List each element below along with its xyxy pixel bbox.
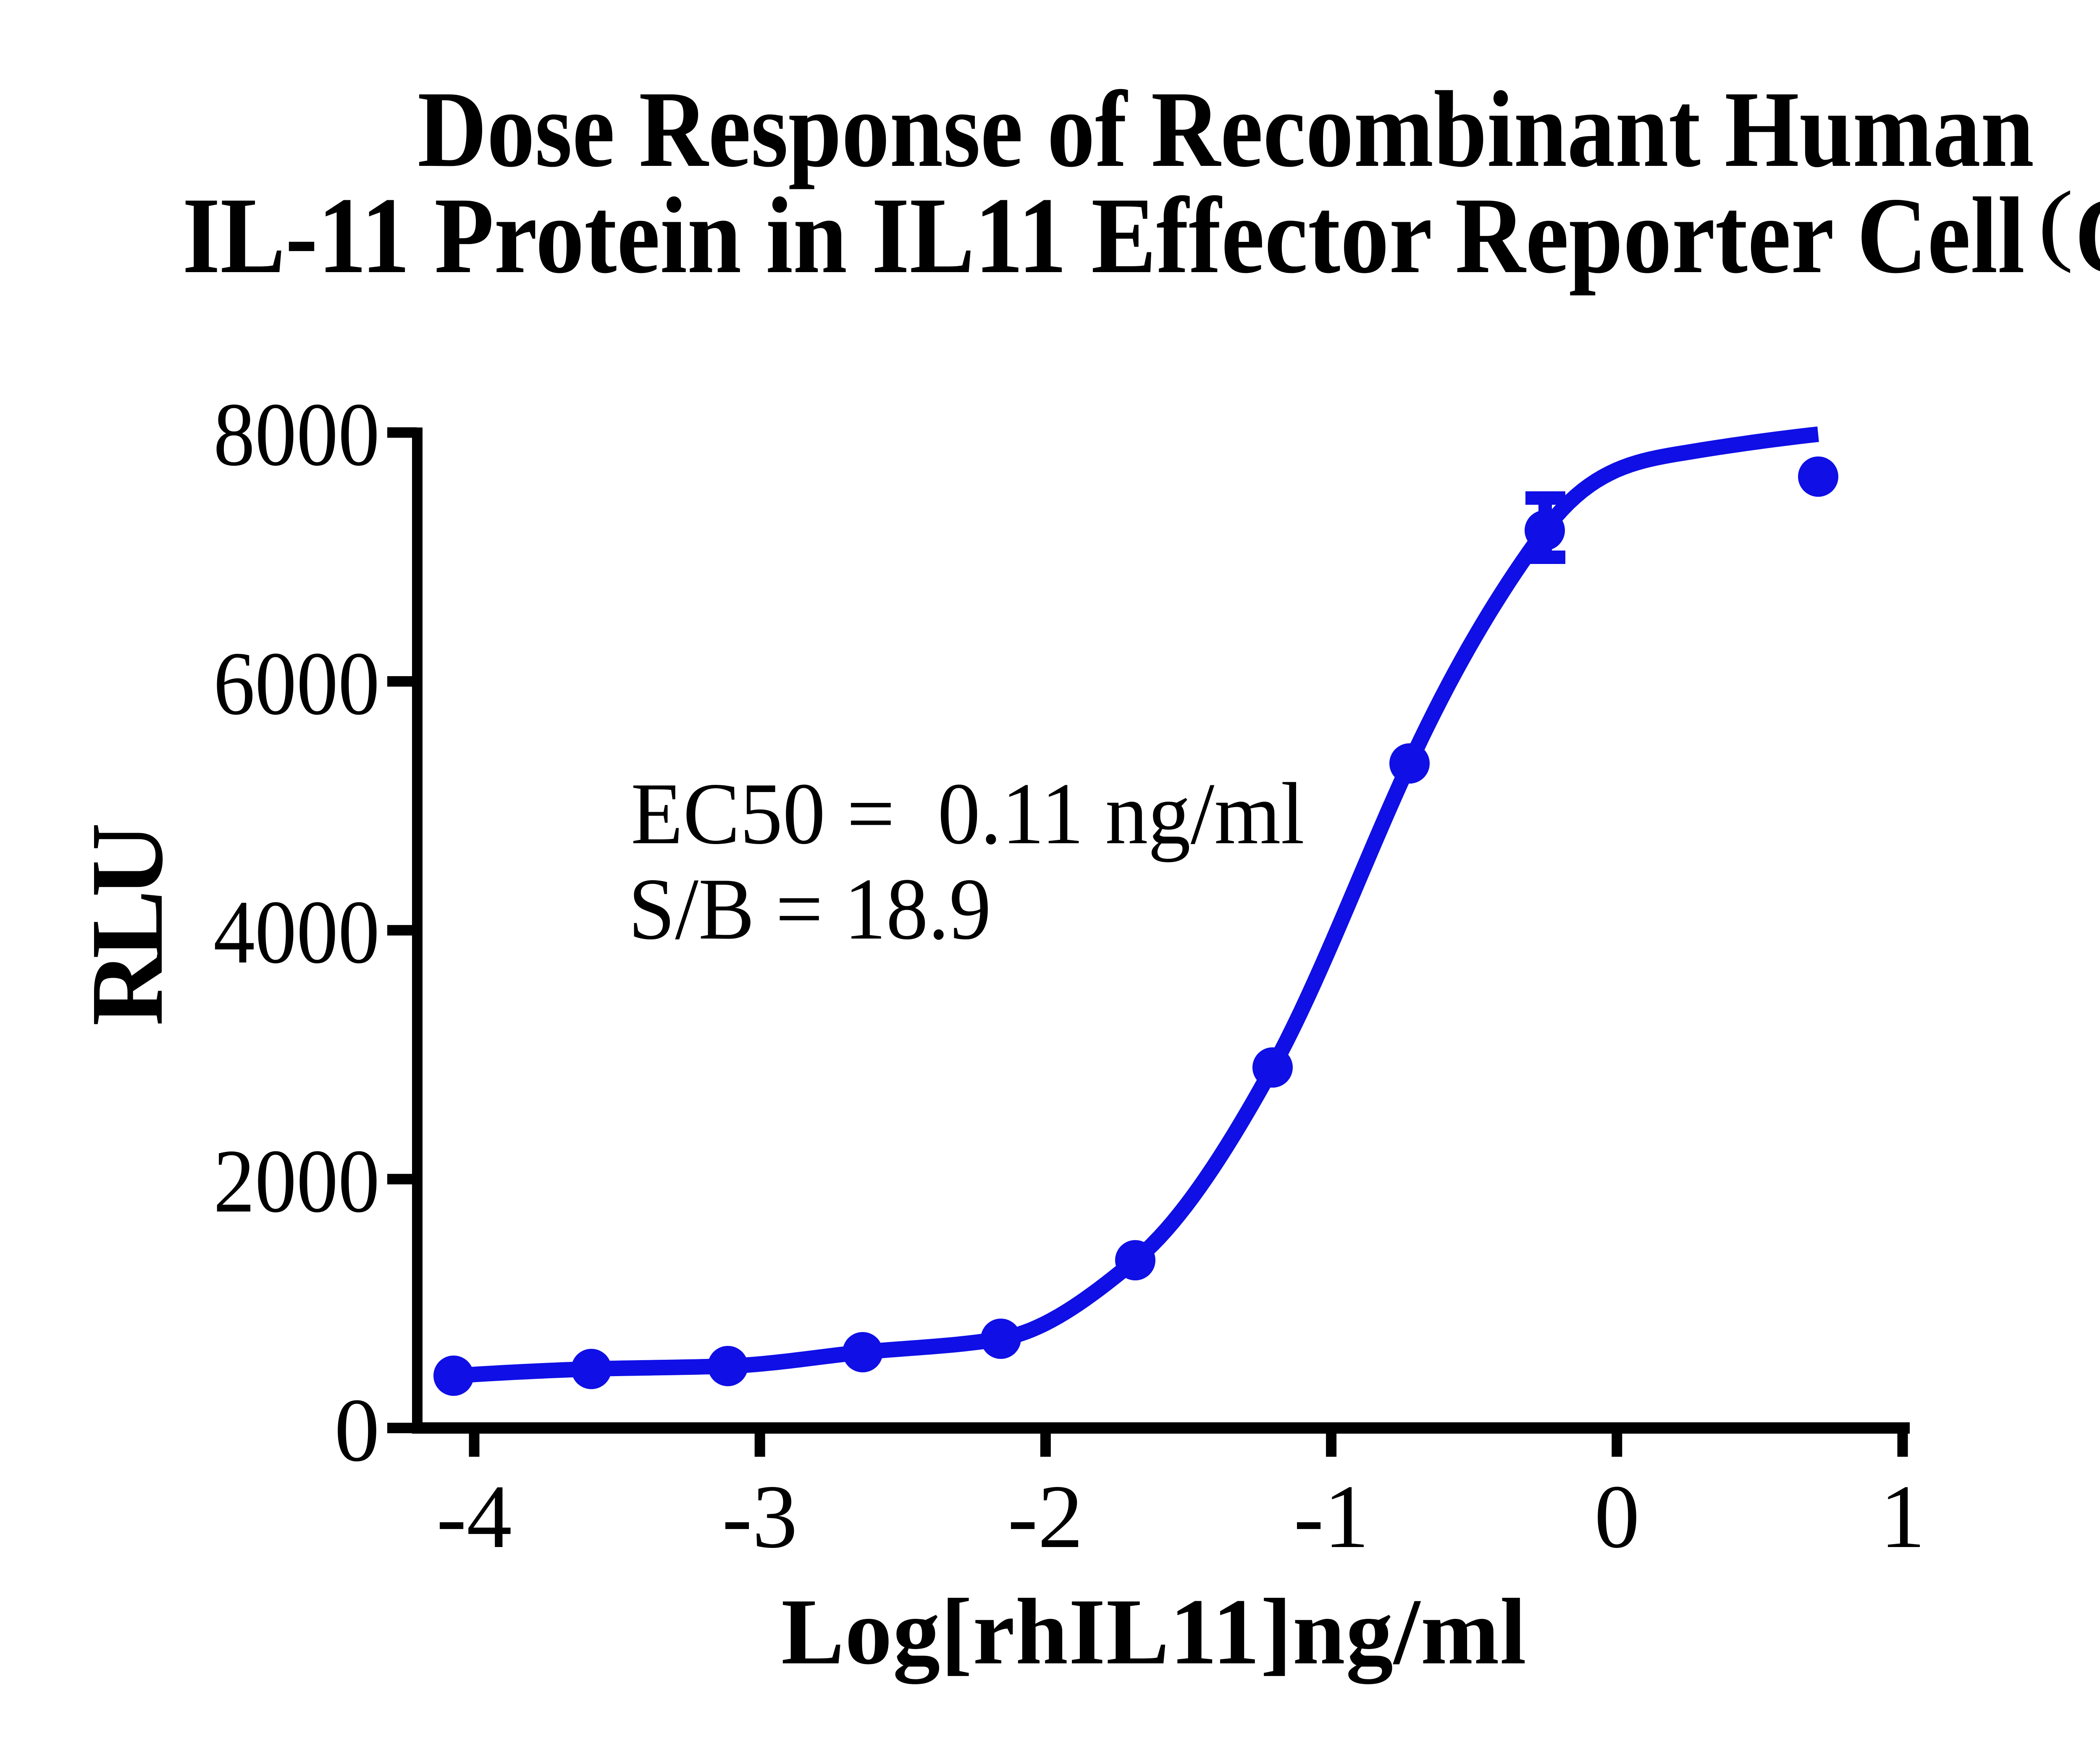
svg-text:S/B = 18.9: S/B = 18.9 [628, 860, 991, 958]
svg-text:0: 0 [1594, 1466, 1640, 1567]
svg-text:-1: -1 [1294, 1466, 1369, 1567]
svg-text:6000: 6000 [213, 633, 380, 734]
svg-text:Dose Response of Recombinant H: Dose Response of Recombinant Human [417, 69, 2034, 190]
svg-text:Log[rhIL11]ng/ml: Log[rhIL11]ng/ml [781, 1579, 1526, 1684]
svg-text:1: 1 [1880, 1466, 1925, 1567]
svg-text:RLU: RLU [70, 823, 184, 1026]
svg-text:(: ( [2038, 173, 2074, 273]
svg-text:-3: -3 [722, 1466, 798, 1567]
svg-text:4000: 4000 [213, 882, 380, 982]
svg-text:2000: 2000 [213, 1131, 380, 1231]
svg-text:IL-11 Protein in IL11 Effector: IL-11 Protein in IL11 Effector Reporter … [182, 175, 2025, 296]
svg-text:C12: C12 [2075, 175, 2100, 296]
svg-text:-4: -4 [436, 1466, 512, 1567]
svg-text:-2: -2 [1008, 1466, 1083, 1567]
svg-text:EC50 = 0.11 ng/ml: EC50 = 0.11 ng/ml [631, 765, 1305, 863]
svg-text:0: 0 [334, 1380, 380, 1480]
svg-text:8000: 8000 [213, 384, 380, 485]
